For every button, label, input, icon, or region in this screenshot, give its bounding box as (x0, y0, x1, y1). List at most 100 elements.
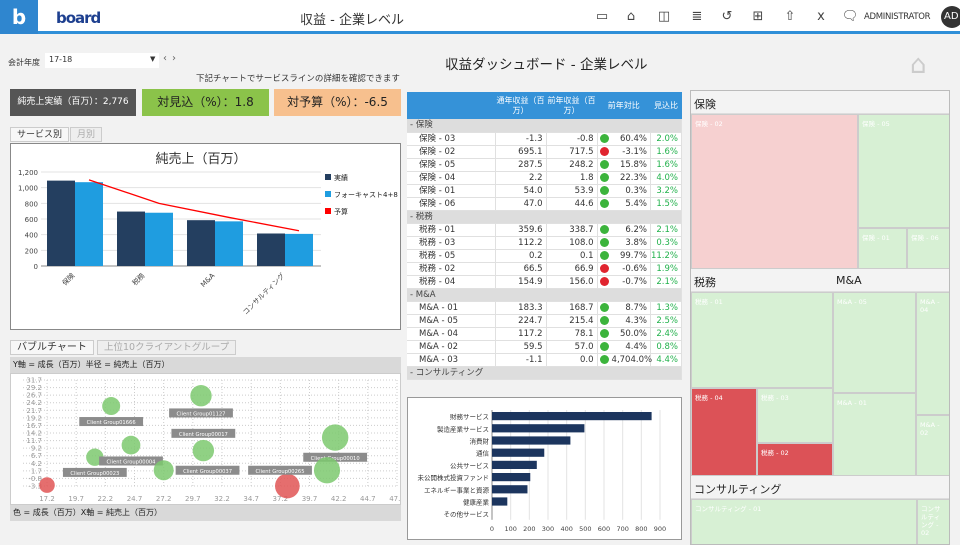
status-dot-icon (599, 133, 609, 143)
status-dot-icon (599, 237, 609, 247)
x-tick-label: 500 (579, 525, 591, 533)
avatar[interactable]: AD (941, 6, 960, 28)
tab-bubble-chart[interactable]: バブルチャート (10, 340, 94, 355)
treemap-tile[interactable]: 保険 - 05 (858, 114, 949, 228)
treemap-tile[interactable]: 保険 - 06 (907, 228, 949, 269)
treemap-tile[interactable]: 保険 - 02 (691, 114, 858, 269)
column-header[interactable]: 前年対比 (597, 92, 651, 119)
window-icon[interactable]: ▭ (595, 9, 609, 24)
next-year-button[interactable]: › (172, 53, 176, 64)
home-icon[interactable]: ⌂ (626, 9, 636, 24)
treemap-group-header[interactable]: M&A (833, 269, 949, 292)
bubble-label: Client Group01666 (87, 420, 136, 426)
bar-forecast (145, 212, 173, 266)
x-tick-label: M&A (199, 272, 216, 289)
table-row[interactable]: 税務 - 03 112.2 108.0 3.8% 0.3% (407, 236, 683, 250)
table-row[interactable]: M&A - 03 -1.1 0.0 4,704.0% 4.4% (407, 353, 683, 367)
treemap-tile[interactable]: 保険 - 01 (858, 228, 907, 269)
column-header[interactable]: 通年収益（百万） (495, 92, 547, 119)
prior-revenue: 108.0 (546, 236, 598, 250)
yoy-cell: -0.6% (597, 262, 651, 276)
table-row[interactable]: M&A - 04 117.2 78.1 50.0% 2.4% (407, 327, 683, 341)
column-header[interactable]: 前年収益（百万） (546, 92, 598, 119)
budget-line (88, 179, 300, 232)
y-tick-label: 4.2 (31, 460, 42, 468)
bubble-label-bg (175, 465, 240, 475)
prior-revenue: 338.7 (546, 223, 598, 237)
row-name: 保険 - 06 (407, 197, 496, 211)
group-label[interactable]: - M&A (407, 288, 682, 302)
table-row[interactable]: 保険 - 04 2.2 1.8 22.3% 4.0% (407, 171, 683, 185)
treemap-tile[interactable]: 税務 - 02 (757, 443, 833, 476)
group-label[interactable]: - 保険 (407, 119, 682, 133)
group-label[interactable]: - コンサルティング (407, 366, 682, 380)
yoy-cell: -3.1% (597, 145, 651, 159)
current-revenue: 0.2 (495, 249, 547, 263)
table-row[interactable]: 保険 - 06 47.0 44.6 5.4% 1.5% (407, 197, 683, 211)
treemap-tile[interactable]: 税務 - 01 (691, 292, 833, 388)
group-row[interactable]: - 税務 (407, 210, 682, 224)
table-row[interactable]: 保険 - 03 -1.3 -0.8 60.4% 2.0% (407, 132, 683, 146)
tab-top10-clients[interactable]: 上位10クライアントグループ (97, 340, 237, 355)
comments-icon[interactable]: 🗨 (841, 9, 859, 24)
dropdown-arrow-icon[interactable]: ▼ (150, 55, 156, 63)
y-tick-label: 通信 (476, 449, 490, 458)
undo-icon[interactable]: ↺ (721, 9, 733, 24)
group-row[interactable]: - コンサルティング (407, 366, 682, 380)
x-tick-label: 32.2 (214, 495, 230, 503)
fiscal-year-select[interactable]: 17-18 (45, 53, 159, 68)
table-row[interactable]: 税務 - 05 0.2 0.1 99.7% 11.2% (407, 249, 683, 263)
bubble-label-bg (99, 456, 163, 466)
treemap-tile[interactable]: コンサルティング - 02 (917, 499, 949, 544)
group-label[interactable]: - 税務 (407, 210, 682, 224)
app-logo[interactable]: b (0, 0, 38, 34)
x-tick-label: 保険 (60, 271, 76, 287)
tab-by-service[interactable]: サービス別 (10, 127, 70, 142)
yoy-cell: 3.8% (597, 236, 651, 250)
x-tick-label: 100 (504, 525, 516, 533)
table-row[interactable]: 保険 - 02 695.1 717.5 -3.1% 1.6% (407, 145, 683, 159)
tree-icon[interactable]: ≣ (691, 9, 703, 24)
presentation-icon[interactable]: ⊞ (752, 9, 764, 24)
treemap-tile[interactable]: 税務 - 03 (757, 388, 833, 443)
status-dot-icon (599, 146, 609, 156)
bubble (275, 473, 300, 499)
table-row[interactable]: 税務 - 02 66.5 66.9 -0.6% 1.9% (407, 262, 683, 276)
panel-icon[interactable]: ◫ (657, 9, 671, 24)
bar (492, 473, 531, 482)
legend-label: フォーキャスト4+8 (334, 191, 398, 199)
prev-year-button[interactable]: ‹ (163, 53, 167, 64)
y-tick-label: 24.2 (26, 399, 42, 407)
treemap-tile[interactable]: M&A - 05 (833, 292, 916, 393)
group-row[interactable]: - M&A (407, 288, 682, 302)
user-name[interactable]: ADMINISTRATOR (864, 12, 931, 22)
tab-monthly[interactable]: 月別 (70, 127, 103, 142)
group-row[interactable]: - 保険 (407, 119, 682, 133)
column-header[interactable]: 見込比 (650, 92, 682, 119)
treemap-tile[interactable]: M&A - 01 (833, 393, 916, 476)
share-icon[interactable]: ⇧ (784, 9, 796, 24)
treemap-tile[interactable]: M&A - 02 (916, 415, 949, 476)
table-row[interactable]: M&A - 01 183.3 168.7 8.7% 1.3% (407, 301, 683, 315)
bubble (313, 457, 341, 484)
table-row[interactable]: 税務 - 04 154.9 156.0 -0.7% 2.1% (407, 275, 683, 289)
treemap-group-header[interactable]: コンサルティング (691, 476, 949, 499)
treemap-tile[interactable]: コンサルティング - 01 (691, 499, 917, 544)
home-icon[interactable]: ⌂ (910, 50, 927, 80)
row-name: 税務 - 03 (407, 236, 496, 250)
table-row[interactable]: M&A - 02 59.5 57.0 4.4% 0.8% (407, 340, 683, 354)
treemap-group-header[interactable]: 保険 (691, 91, 949, 114)
treemap-tile[interactable]: 税務 - 04 (691, 388, 757, 476)
status-dot-icon (599, 341, 609, 351)
table-row[interactable]: M&A - 05 224.7 215.4 4.3% 2.5% (407, 314, 683, 328)
yoy-value: 99.7% (619, 250, 647, 261)
excel-icon[interactable]: x (817, 9, 825, 24)
y-tick-label: 1,000 (18, 185, 38, 193)
table-row[interactable]: 保険 - 05 287.5 248.2 15.8% 1.6% (407, 158, 683, 172)
table-row[interactable]: 税務 - 01 359.6 338.7 6.2% 2.1% (407, 223, 683, 237)
treemap-tile[interactable]: M&A - 04 (916, 292, 949, 415)
column-header[interactable] (407, 92, 495, 119)
table-row[interactable]: 保険 - 01 54.0 53.9 0.3% 3.2% (407, 184, 683, 198)
group-name: 保険 (415, 120, 433, 131)
treemap-group-header[interactable]: 税務 (691, 269, 833, 292)
